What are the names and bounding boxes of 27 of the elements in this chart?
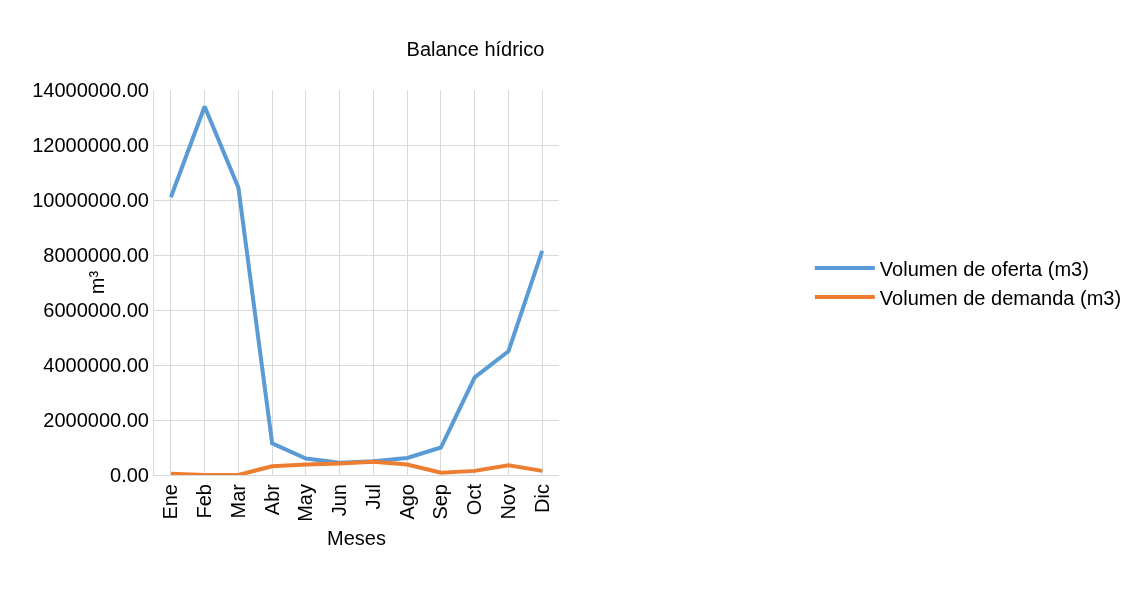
x-tick-label: Abr (260, 483, 283, 516)
y-tick-label: 12000000.00 (32, 134, 149, 156)
line-series (168, 459, 545, 475)
x-tick-label: Dic (530, 484, 553, 513)
y-tick-label: 4000000.00 (43, 354, 149, 376)
line-series (168, 104, 545, 465)
x-tick-label: Mar (226, 483, 249, 519)
y-tick-label: 14000000.00 (32, 79, 149, 101)
y-tick-label: 8000000.00 (43, 244, 149, 266)
legend-label: Volumen de oferta (m3) (879, 257, 1089, 280)
y-axis-title: m³ (86, 270, 108, 295)
x-tick-label: Jun (328, 484, 351, 517)
x-tick-label: Oct (463, 483, 486, 516)
y-tick-label: 2000000.00 (43, 409, 149, 431)
y-tick-label: 6000000.00 (43, 299, 149, 321)
x-tick-label: Jul (361, 484, 384, 510)
x-tick-label: Ago (395, 484, 418, 520)
legend-label: Volumen de demanda (m3) (879, 286, 1122, 309)
y-tick-label: 0.00 (110, 464, 149, 486)
x-tick-label: May (294, 484, 317, 522)
x-tick-label: Nov (496, 484, 519, 520)
x-axis-title: Meses (327, 527, 386, 549)
x-tick-label: Feb (193, 484, 216, 519)
x-tick-label: Sep (429, 484, 452, 520)
y-tick-label: 10000000.00 (32, 189, 149, 211)
chart-title: Balance hídrico (406, 37, 545, 60)
x-tick-label: Ene (159, 484, 182, 520)
